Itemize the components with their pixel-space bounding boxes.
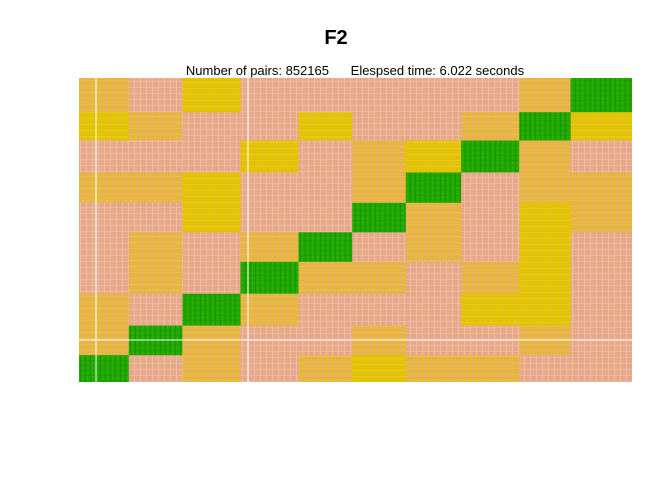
heatmap-cell — [79, 140, 129, 172]
heatmap-cell — [79, 202, 129, 232]
heatmap-cell — [129, 355, 183, 382]
heatmap-cell — [182, 140, 241, 172]
heatmap-cell — [571, 202, 632, 232]
heatmap-cell — [79, 78, 129, 112]
heatmap-cell — [352, 232, 406, 262]
diagonal-cluster-block — [79, 355, 129, 382]
heatmap-cell — [352, 261, 406, 293]
heatmap-cell — [571, 261, 632, 293]
heatmap-cell — [182, 172, 241, 203]
heatmap-cell — [241, 355, 300, 382]
heatmap-cell — [519, 140, 571, 172]
heatmap-cell — [352, 112, 406, 141]
diagonal-cluster-block — [182, 293, 241, 325]
heatmap-cell — [461, 172, 520, 203]
heatmap-cell — [129, 78, 183, 112]
heatmap-cell — [461, 112, 520, 141]
heatmap-cell — [241, 112, 300, 141]
heatmap-cell — [129, 112, 183, 141]
heatmap-cell — [299, 172, 353, 203]
heatmap-cell — [79, 293, 129, 325]
heatmap-cell — [182, 261, 241, 293]
heatmap-cell — [299, 140, 353, 172]
heatmap-cell — [241, 232, 300, 262]
heatmap-cell — [241, 202, 300, 232]
heatmap-cell — [352, 140, 406, 172]
heatmap-cell — [571, 172, 632, 203]
chart-title: F2 — [0, 27, 672, 50]
chart-subtitle: Number of pairs: 852165 Elespsed time: 6… — [0, 63, 672, 78]
heatmap-cell — [571, 293, 632, 325]
heatmap-cell — [571, 112, 632, 141]
heatmap-cell — [461, 261, 520, 293]
heatmap-cell — [241, 140, 300, 172]
diagonal-cluster-block — [571, 78, 632, 112]
heatmap-cell — [182, 232, 241, 262]
heatmap-plot — [79, 78, 632, 382]
heatmap-cell — [571, 355, 632, 382]
heatmap-cell — [129, 261, 183, 293]
heatmap-cell — [571, 232, 632, 262]
heatmap-cell — [406, 293, 462, 325]
heatmap-cell — [352, 78, 406, 112]
diagonal-cluster-block — [241, 261, 300, 293]
heatmap-cell — [461, 202, 520, 232]
heatmap-cell — [129, 202, 183, 232]
diagonal-cluster-block — [352, 202, 406, 232]
heatmap-cell — [352, 172, 406, 203]
heatmap-cell — [299, 355, 353, 382]
heatmap-cell — [299, 78, 353, 112]
heatmap-cell — [182, 78, 241, 112]
heatmap-cells — [79, 78, 632, 382]
diagonal-cluster-block — [299, 232, 353, 262]
heatmap-cell — [79, 232, 129, 262]
heatmap-cell — [299, 112, 353, 141]
heatmap-cell — [352, 293, 406, 325]
heatmap-cell — [129, 172, 183, 203]
heatmap-cell — [241, 172, 300, 203]
heatmap-cell — [406, 112, 462, 141]
heatmap-cell — [129, 232, 183, 262]
heatmap-cell — [129, 140, 183, 172]
heatmap-cell — [182, 355, 241, 382]
heatmap-cell — [519, 293, 571, 325]
heatmap-cell — [299, 202, 353, 232]
heatmap-cell — [461, 78, 520, 112]
heatmap-cell — [519, 78, 571, 112]
heatmap-cell — [406, 202, 462, 232]
heatmap-cell — [461, 355, 520, 382]
heatmap-cell — [129, 293, 183, 325]
heatmap-cell — [241, 293, 300, 325]
heatmap-cell — [299, 293, 353, 325]
heatmap-cell — [406, 78, 462, 112]
heatmap-cell — [406, 140, 462, 172]
diagonal-cluster-block — [519, 112, 571, 141]
heatmap-cell — [519, 355, 571, 382]
heatmap-cell — [79, 261, 129, 293]
diagonal-cluster-block — [406, 172, 462, 203]
heatmap-cell — [461, 293, 520, 325]
heatmap-cell — [79, 112, 129, 141]
heatmap-cell — [352, 355, 406, 382]
heatmap-cell — [519, 232, 571, 262]
heatmap-cell — [406, 355, 462, 382]
heatmap-cell — [182, 202, 241, 232]
heatmap-cell — [519, 202, 571, 232]
heatmap-cell — [406, 232, 462, 262]
heatmap-cell — [571, 140, 632, 172]
heatmap-cell — [461, 232, 520, 262]
heatmap-cell — [241, 78, 300, 112]
heatmap-cell — [182, 112, 241, 141]
diagonal-cluster-block — [461, 140, 520, 172]
heatmap-cell — [79, 172, 129, 203]
heatmap-cell — [519, 261, 571, 293]
heatmap-cell — [299, 261, 353, 293]
heatmap-cell — [519, 172, 571, 203]
heatmap-cell — [406, 261, 462, 293]
